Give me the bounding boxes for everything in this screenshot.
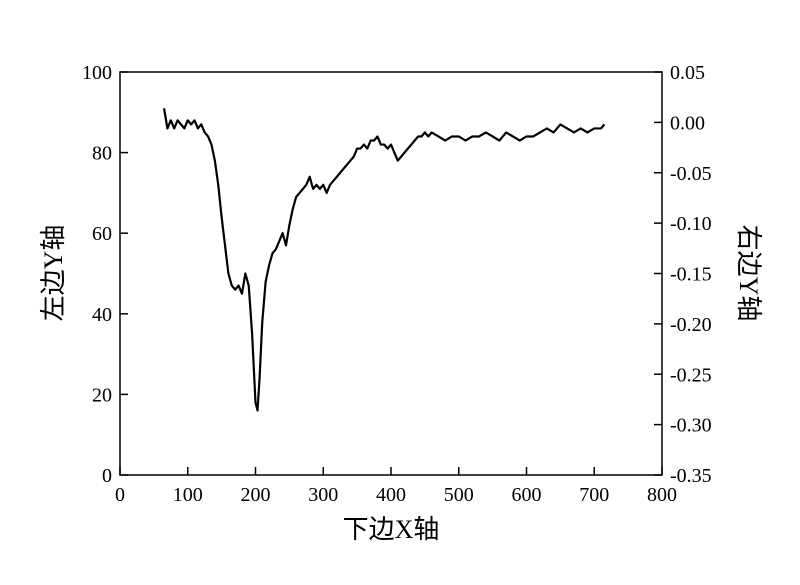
x-tick-label: 500 [444, 484, 474, 506]
y2-axis-label: 右边Y轴 [734, 225, 763, 322]
y-tick-label: 100 [82, 62, 112, 84]
x-tick-label: 800 [647, 484, 677, 506]
x-tick-label: 200 [241, 484, 271, 506]
y2-tick-label: -0.05 [670, 163, 712, 185]
y-tick-label: 20 [92, 384, 112, 406]
x-tick-label: 0 [115, 484, 125, 506]
y-tick-label: 0 [102, 465, 112, 487]
x-tick-label: 400 [376, 484, 406, 506]
y2-tick-label: 0.05 [670, 62, 705, 84]
y-axis-label: 左边Y轴 [39, 225, 68, 322]
plot-frame [119, 71, 663, 476]
y-tick-label: 60 [92, 223, 112, 245]
y2-tick-label: -0.30 [670, 415, 712, 437]
x-tick-label: 600 [512, 484, 542, 506]
data-line [162, 108, 606, 412]
x-tick-label: 300 [308, 484, 338, 506]
y2-tick-label: -0.10 [670, 213, 712, 235]
y-tick-label: 80 [92, 143, 112, 165]
x-tick-label: 100 [173, 484, 203, 506]
y-tick-label: 40 [92, 304, 112, 326]
x-axis-label: 下边X轴 [343, 515, 440, 544]
y2-tick-label: -0.35 [670, 465, 712, 487]
y2-tick-label: 0.00 [670, 112, 705, 134]
y2-tick-label: -0.15 [670, 264, 712, 286]
y2-tick-label: -0.25 [670, 364, 712, 386]
x-tick-label: 700 [579, 484, 609, 506]
y2-tick-label: -0.20 [670, 314, 712, 336]
